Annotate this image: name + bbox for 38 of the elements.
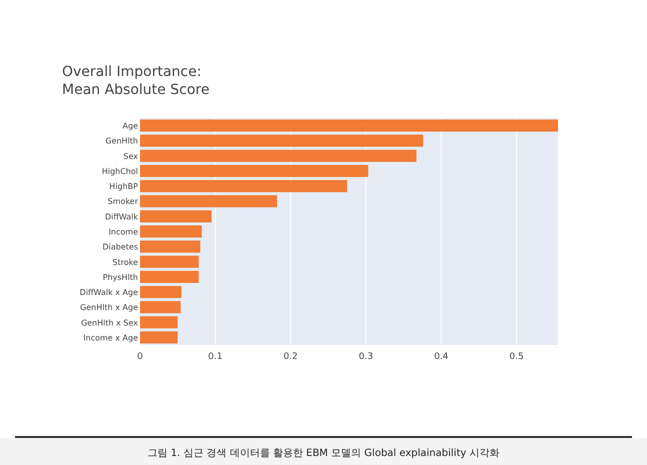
x-tick-label: 0.2	[283, 352, 298, 362]
bar	[140, 120, 558, 132]
bar	[140, 225, 202, 238]
x-tick-label: 0.1	[208, 352, 222, 362]
y-tick-label: Sex	[123, 152, 138, 161]
bar	[140, 150, 416, 162]
x-tick-label: 0.5	[509, 352, 524, 362]
bar	[140, 331, 178, 344]
chart-title: Overall Importance: Mean Absolute Score	[62, 64, 210, 98]
y-tick-label: PhysHlth	[102, 272, 138, 282]
y-tick-label: HighChol	[102, 166, 138, 176]
bar	[140, 164, 368, 178]
x-tick-label: 0.3	[358, 352, 374, 362]
bar	[140, 240, 200, 253]
y-tick-label: HighBP	[109, 182, 138, 192]
x-tick-label: 0.4	[434, 352, 449, 362]
bar	[140, 286, 182, 298]
bar	[140, 256, 199, 268]
bar	[140, 210, 212, 222]
y-tick-label: DiffWalk x Age	[80, 288, 138, 298]
bar	[140, 301, 181, 314]
y-tick-label: Age	[122, 122, 138, 131]
y-tick-label: DiffWalk	[104, 212, 138, 222]
y-tick-label: Income x Age	[83, 333, 138, 342]
y-tick-label: Diabetes	[102, 242, 138, 252]
y-tick-label: GenHlth	[105, 136, 138, 146]
bar	[140, 270, 199, 283]
y-tick-label: Stroke	[112, 258, 138, 267]
x-tick-label: 0	[137, 352, 144, 362]
y-tick-label: GenHlth x Sex	[80, 318, 138, 328]
bar	[140, 316, 178, 328]
caption: 그림 1. 심근 경색 데이터를 활용한 EBM 모델의 Global explainability 시각화	[148, 448, 500, 459]
bar	[140, 134, 424, 147]
y-tick-label: Income	[108, 228, 138, 236]
bar	[140, 180, 348, 192]
y-tick-label: GenHlth x Age	[80, 303, 138, 312]
bar	[140, 195, 278, 208]
y-tick-label: Smoker	[108, 197, 139, 206]
